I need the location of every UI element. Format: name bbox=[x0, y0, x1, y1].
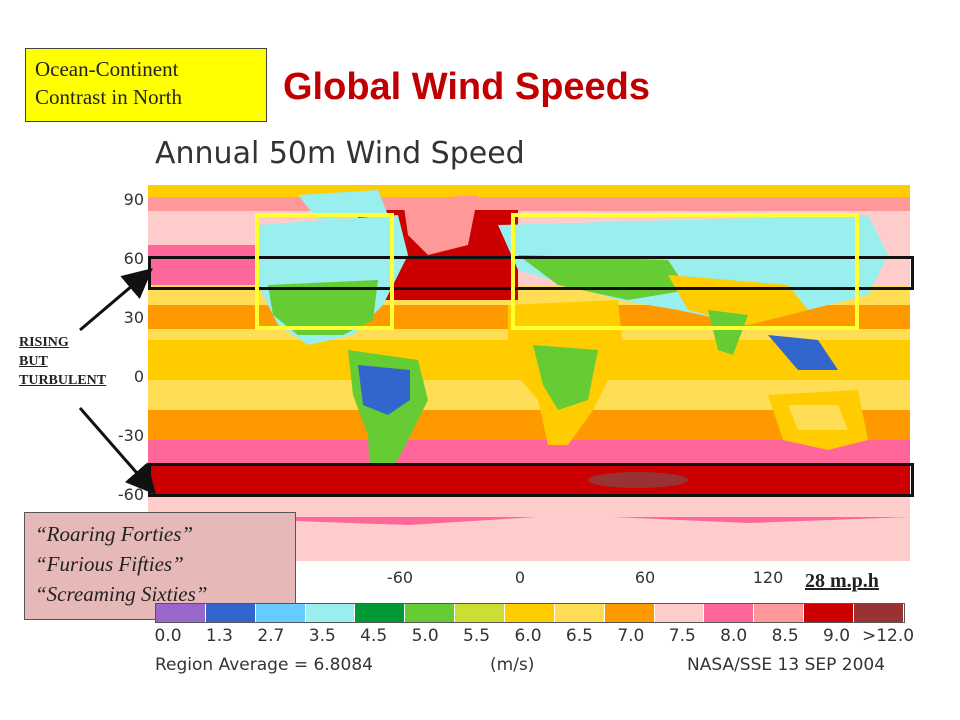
legend-label: 4.5 bbox=[360, 626, 388, 646]
legend-label: 6.5 bbox=[565, 626, 593, 646]
roaring-line-1: “Roaring Forties” bbox=[35, 522, 194, 546]
legend-label: 7.5 bbox=[668, 626, 696, 646]
legend-label: 9.0 bbox=[823, 626, 851, 646]
map-title: Annual 50m Wind Speed bbox=[155, 136, 525, 171]
ocean-continent-line-2: Contrast in North bbox=[35, 85, 182, 109]
legend-swatch bbox=[405, 604, 456, 622]
legend-label: 6.0 bbox=[514, 626, 542, 646]
legend-label: 7.0 bbox=[617, 626, 645, 646]
legend-label: 2.7 bbox=[257, 626, 285, 646]
lat-tick-90: 90 bbox=[123, 190, 144, 209]
wind-speed-map bbox=[148, 185, 910, 561]
legend-swatch bbox=[854, 604, 904, 622]
legend-swatch bbox=[554, 604, 605, 622]
legend-label: 8.0 bbox=[720, 626, 748, 646]
legend-label: 5.0 bbox=[411, 626, 439, 646]
rising-turbulent-note: RISING BUT TURBULENT bbox=[19, 333, 149, 390]
legend-swatch bbox=[455, 604, 506, 622]
legend-swatch bbox=[305, 604, 356, 622]
arrow-to-north-band bbox=[79, 268, 153, 332]
lon-tick-minus60: -60 bbox=[386, 568, 414, 587]
legend-swatch bbox=[355, 604, 406, 622]
lat-tick-minus30: -30 bbox=[117, 426, 144, 445]
lat-tick-30: 30 bbox=[123, 308, 144, 327]
source-credit: NASA/SSE 13 SEP 2004 bbox=[687, 655, 886, 675]
legend-color-bar bbox=[155, 603, 905, 623]
north-america-highlight-box bbox=[255, 213, 394, 330]
ocean-continent-line-1: Ocean-Continent bbox=[35, 57, 179, 81]
legend-label: 3.5 bbox=[308, 626, 336, 646]
legend-swatch bbox=[255, 604, 306, 622]
legend-swatch bbox=[156, 604, 206, 622]
rising-line-1: RISING bbox=[19, 335, 69, 350]
lon-tick-60: 60 bbox=[634, 568, 656, 587]
ocean-continent-note: Ocean-Continent Contrast in North bbox=[25, 48, 267, 122]
legend-swatch bbox=[505, 604, 555, 622]
arrow-to-south-band bbox=[78, 407, 156, 495]
legend-label: 8.5 bbox=[771, 626, 799, 646]
legend-label: 0.0 bbox=[154, 626, 182, 646]
rising-line-3: TURBULENT bbox=[19, 373, 107, 388]
slide-title: Global Wind Speeds bbox=[283, 66, 651, 108]
lon-tick-0: 0 bbox=[514, 568, 526, 587]
eurasia-highlight-box bbox=[511, 213, 859, 330]
legend-label: 5.5 bbox=[463, 626, 491, 646]
legend-label: 1.3 bbox=[205, 626, 233, 646]
roaring-line-3: “Screaming Sixties” bbox=[35, 582, 208, 606]
roaring-forties-note: “Roaring Forties” “Furious Fifties” “Scr… bbox=[24, 512, 296, 620]
region-average: Region Average = 6.8084 bbox=[155, 655, 373, 675]
lon-tick-120: 120 bbox=[752, 568, 784, 587]
legend-swatch bbox=[704, 604, 755, 622]
lat-tick-0: 0 bbox=[133, 367, 144, 386]
rising-line-2: BUT bbox=[19, 354, 48, 369]
units-label: (m/s) bbox=[490, 655, 535, 675]
legend-label: >12.0 bbox=[861, 626, 915, 646]
legend-swatch bbox=[804, 604, 855, 622]
wind-speed-mph-label: 28 m.p.h bbox=[802, 570, 882, 593]
legend-swatch bbox=[604, 604, 655, 622]
legend-swatch bbox=[754, 604, 805, 622]
legend-swatch bbox=[654, 604, 705, 622]
roaring-line-2: “Furious Fifties” bbox=[35, 552, 184, 576]
legend-swatch bbox=[205, 604, 256, 622]
lat-tick-60: 60 bbox=[123, 249, 144, 268]
